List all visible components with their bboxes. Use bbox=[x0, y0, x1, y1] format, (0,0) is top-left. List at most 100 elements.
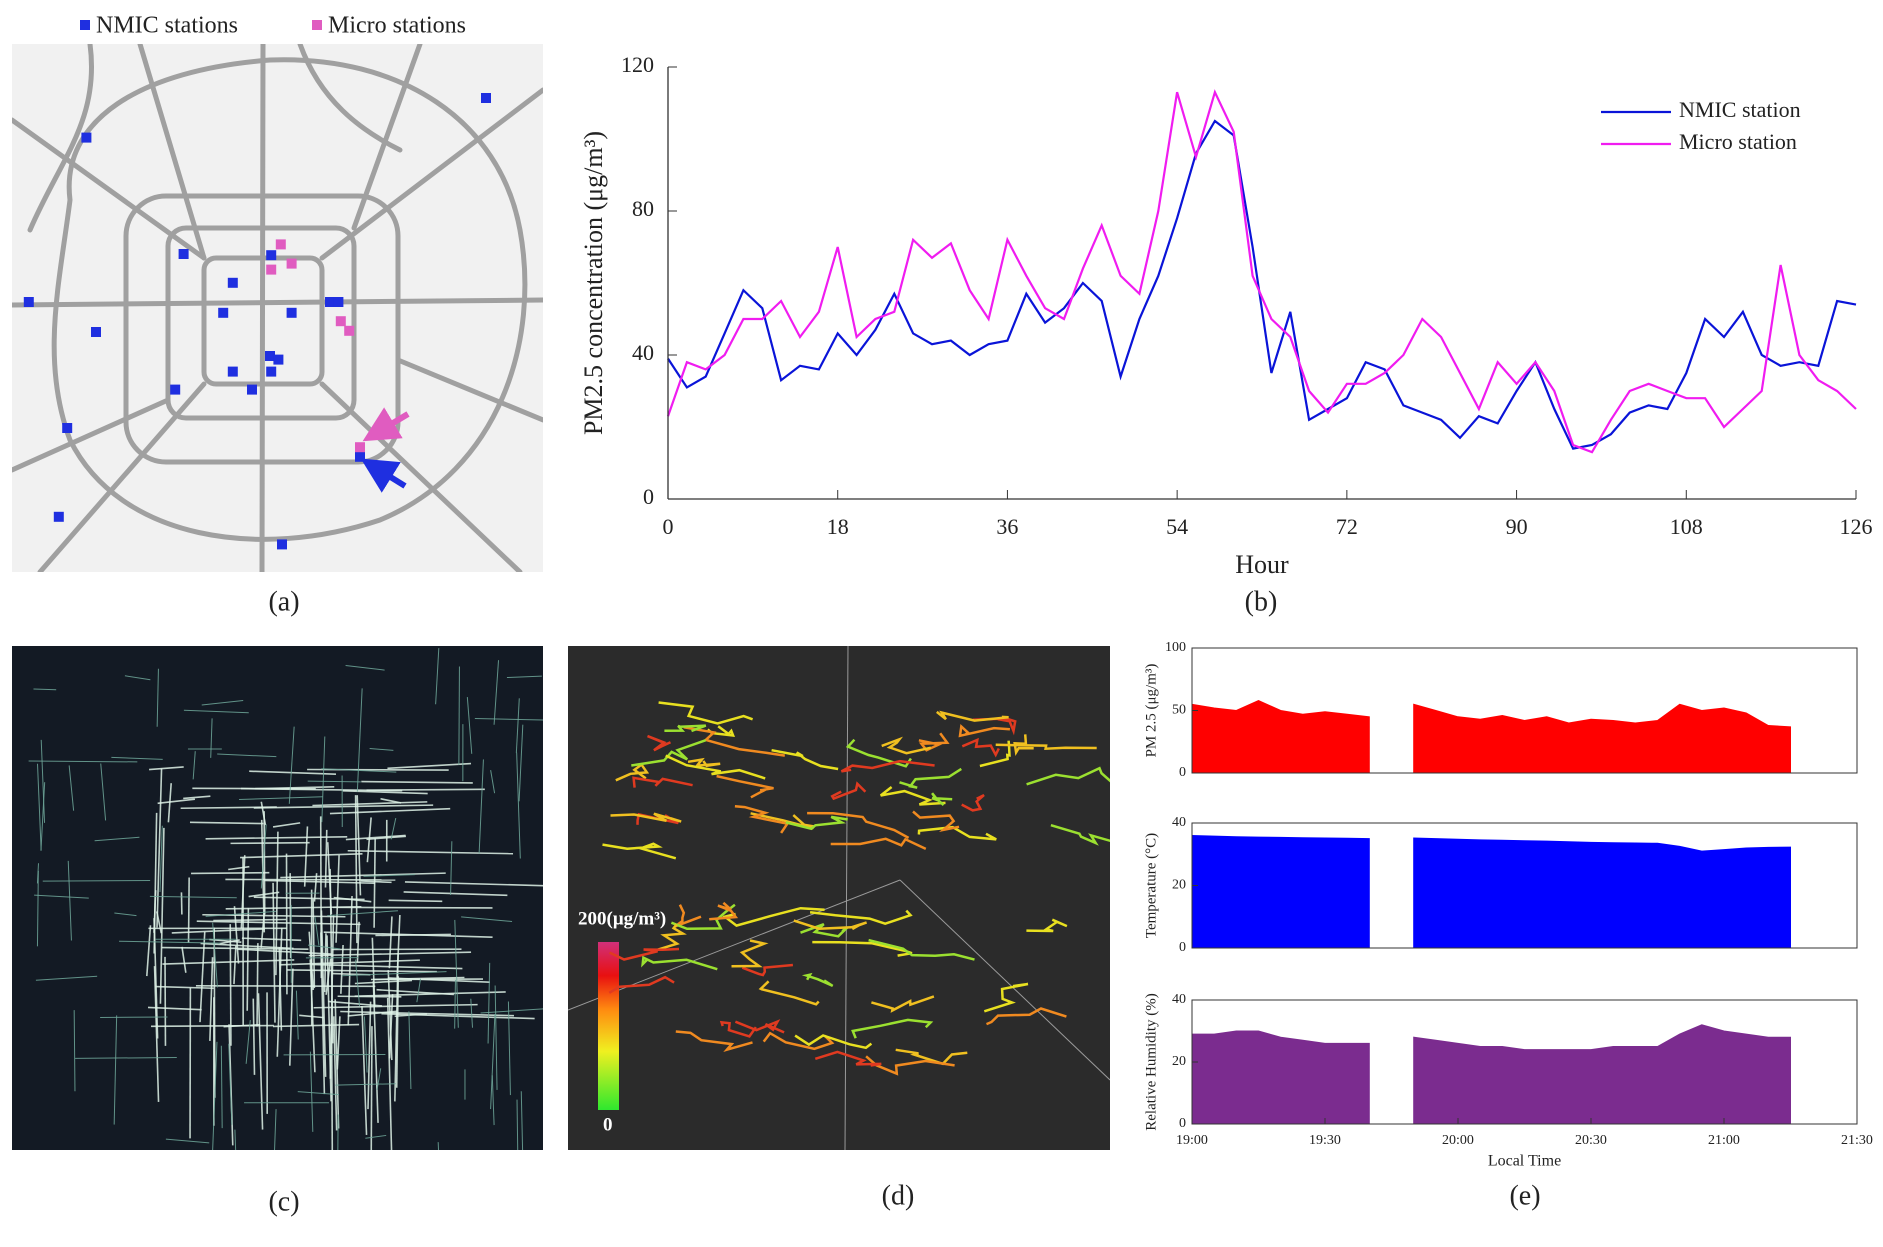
x-axis-label: Local Time bbox=[1488, 1153, 1561, 1170]
trajectory bbox=[830, 837, 927, 851]
road bbox=[219, 939, 240, 945]
trajectory bbox=[709, 901, 739, 921]
road bbox=[356, 795, 362, 896]
legend-label: Micro station bbox=[1679, 129, 1797, 154]
station-marker bbox=[333, 297, 344, 307]
road bbox=[295, 990, 299, 1040]
road bbox=[183, 795, 211, 800]
road bbox=[288, 968, 294, 1066]
road bbox=[461, 916, 513, 922]
road bbox=[94, 836, 140, 842]
road bbox=[470, 998, 474, 1028]
trajectory bbox=[986, 1007, 1067, 1026]
station-marker bbox=[481, 93, 491, 103]
legend-label: Micro stations bbox=[328, 13, 466, 39]
road bbox=[394, 952, 399, 1102]
road bbox=[162, 959, 295, 965]
road bbox=[454, 919, 459, 1028]
road bbox=[363, 1016, 368, 1073]
station-marker bbox=[335, 316, 346, 327]
trajectory bbox=[961, 793, 985, 812]
road bbox=[68, 765, 75, 811]
road bbox=[180, 806, 277, 810]
trajectory bbox=[687, 757, 721, 768]
series-area bbox=[1191, 699, 1370, 774]
road bbox=[205, 910, 277, 917]
station-marker bbox=[355, 442, 365, 453]
y-tick-label: 120 bbox=[621, 52, 654, 77]
trajectory bbox=[665, 754, 766, 780]
series-area bbox=[1413, 837, 1791, 949]
road bbox=[354, 979, 413, 985]
station-marker bbox=[81, 132, 92, 143]
road bbox=[366, 835, 406, 841]
trajectory bbox=[731, 939, 769, 968]
trajectory bbox=[840, 759, 935, 773]
road bbox=[276, 927, 283, 1057]
station-marker bbox=[266, 264, 277, 275]
road bbox=[355, 959, 361, 1007]
road bbox=[249, 770, 337, 776]
road bbox=[124, 675, 151, 681]
road bbox=[361, 1005, 368, 1135]
road bbox=[478, 759, 484, 854]
road bbox=[146, 925, 152, 977]
x-tick-label: 19:00 bbox=[1176, 1133, 1208, 1148]
trajectory bbox=[931, 792, 953, 806]
road bbox=[403, 891, 508, 897]
road bbox=[370, 1026, 373, 1150]
road bbox=[100, 763, 107, 821]
trajectory bbox=[983, 982, 1029, 1013]
road bbox=[253, 896, 365, 901]
road bbox=[225, 878, 396, 881]
trajectory bbox=[650, 923, 687, 953]
x-tick-label: 20:00 bbox=[1442, 1133, 1474, 1148]
road bbox=[408, 1011, 412, 1090]
colorbar-label: 200(μg/m³) bbox=[578, 908, 666, 929]
road bbox=[40, 782, 46, 851]
road bbox=[493, 660, 500, 725]
road bbox=[334, 999, 340, 1129]
road bbox=[327, 910, 398, 917]
station-marker bbox=[275, 239, 286, 250]
road bbox=[387, 970, 393, 1061]
legend-label: NMIC station bbox=[1679, 97, 1801, 122]
y-tick-label: 0 bbox=[1179, 765, 1186, 780]
trajectory bbox=[641, 955, 718, 971]
road bbox=[494, 985, 498, 1090]
caption: (c) bbox=[268, 1186, 299, 1217]
trajectory bbox=[868, 938, 975, 961]
road bbox=[490, 1014, 496, 1110]
trajectory bbox=[918, 732, 950, 752]
y-tick-label: 100 bbox=[1165, 640, 1186, 655]
road bbox=[307, 944, 341, 950]
y-tick-label: 0 bbox=[1179, 940, 1186, 955]
y-tick-label: 50 bbox=[1172, 703, 1186, 718]
road bbox=[42, 879, 151, 882]
trajectory bbox=[771, 748, 839, 771]
road bbox=[200, 942, 294, 950]
road bbox=[335, 1083, 396, 1086]
road bbox=[308, 951, 472, 957]
x-tick-label: 72 bbox=[1336, 514, 1358, 539]
road bbox=[212, 1041, 218, 1150]
road bbox=[518, 724, 524, 802]
series-area bbox=[1413, 703, 1791, 774]
x-tick-label: 18 bbox=[827, 514, 849, 539]
road bbox=[354, 991, 506, 997]
road bbox=[340, 1010, 514, 1017]
road bbox=[487, 962, 491, 1044]
trajectory bbox=[1026, 918, 1068, 933]
road bbox=[326, 842, 333, 915]
y-tick-label: 20 bbox=[1172, 878, 1186, 893]
caption: (d) bbox=[882, 1180, 915, 1211]
road bbox=[192, 751, 196, 780]
road bbox=[260, 824, 267, 889]
road bbox=[253, 804, 434, 809]
road bbox=[312, 899, 316, 989]
station-marker bbox=[91, 327, 101, 337]
trajectory bbox=[716, 774, 774, 799]
trajectory bbox=[881, 736, 932, 755]
trajectory bbox=[807, 811, 910, 839]
road bbox=[515, 698, 520, 753]
